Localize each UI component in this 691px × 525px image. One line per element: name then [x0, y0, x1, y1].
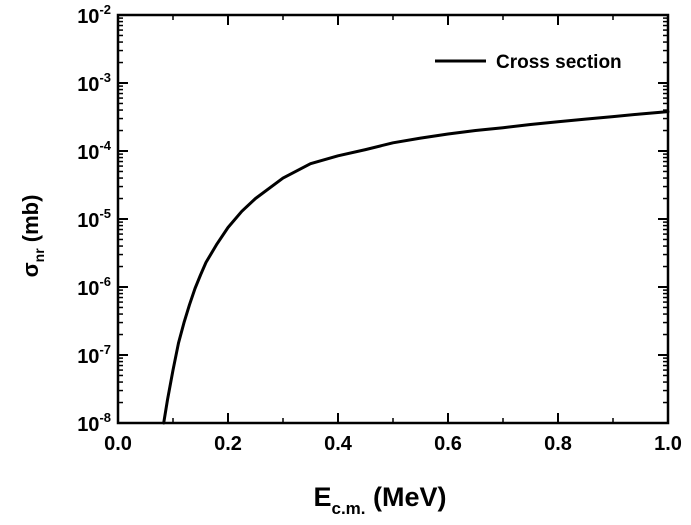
series-line-cross-section: [162, 110, 670, 425]
legend: Cross section: [435, 52, 622, 73]
x-tick-label: 0.6: [434, 433, 462, 455]
x-tick-label: 0.8: [544, 433, 572, 455]
x-axis-title-unit: (MeV): [366, 482, 447, 512]
y-tick-label: 10-6: [77, 274, 111, 300]
x-tick-label: 0.0: [104, 433, 132, 455]
y-axis-title-sub: nr: [31, 248, 47, 263]
y-axis-title-main: σ: [18, 262, 43, 277]
x-tick-labels: 0.0 0.2 0.4 0.6 0.8 1.0: [104, 433, 682, 455]
x-tick-label: 0.2: [214, 433, 242, 455]
plot-frame: [116, 13, 670, 425]
y-tick-label: 10-3: [77, 70, 111, 96]
y-tick-label: 10-8: [77, 410, 111, 436]
y-tick-label: 10-7: [77, 342, 111, 368]
minor-ticks: [118, 15, 668, 423]
x-axis-title: Ec.m. (MeV): [313, 482, 446, 518]
x-tick-label: 1.0: [654, 433, 682, 455]
y-axis-title-unit: (mb): [18, 195, 43, 249]
y-axis-title: σnr (mb): [18, 195, 47, 278]
legend-label: Cross section: [496, 52, 622, 73]
series-layer: [162, 110, 670, 425]
x-axis-title-sub: c.m.: [331, 499, 365, 518]
x-axis-title-main: E: [313, 482, 331, 512]
y-tick-label: 10-4: [77, 138, 112, 164]
y-tick-labels: 10-8 10-7 10-6 10-5 10-4 10-3 10-2: [77, 2, 112, 436]
major-ticks: [117, 14, 669, 424]
x-tick-label: 0.4: [324, 433, 353, 455]
y-tick-label: 10-2: [77, 2, 111, 28]
y-tick-label: 10-5: [77, 206, 111, 232]
